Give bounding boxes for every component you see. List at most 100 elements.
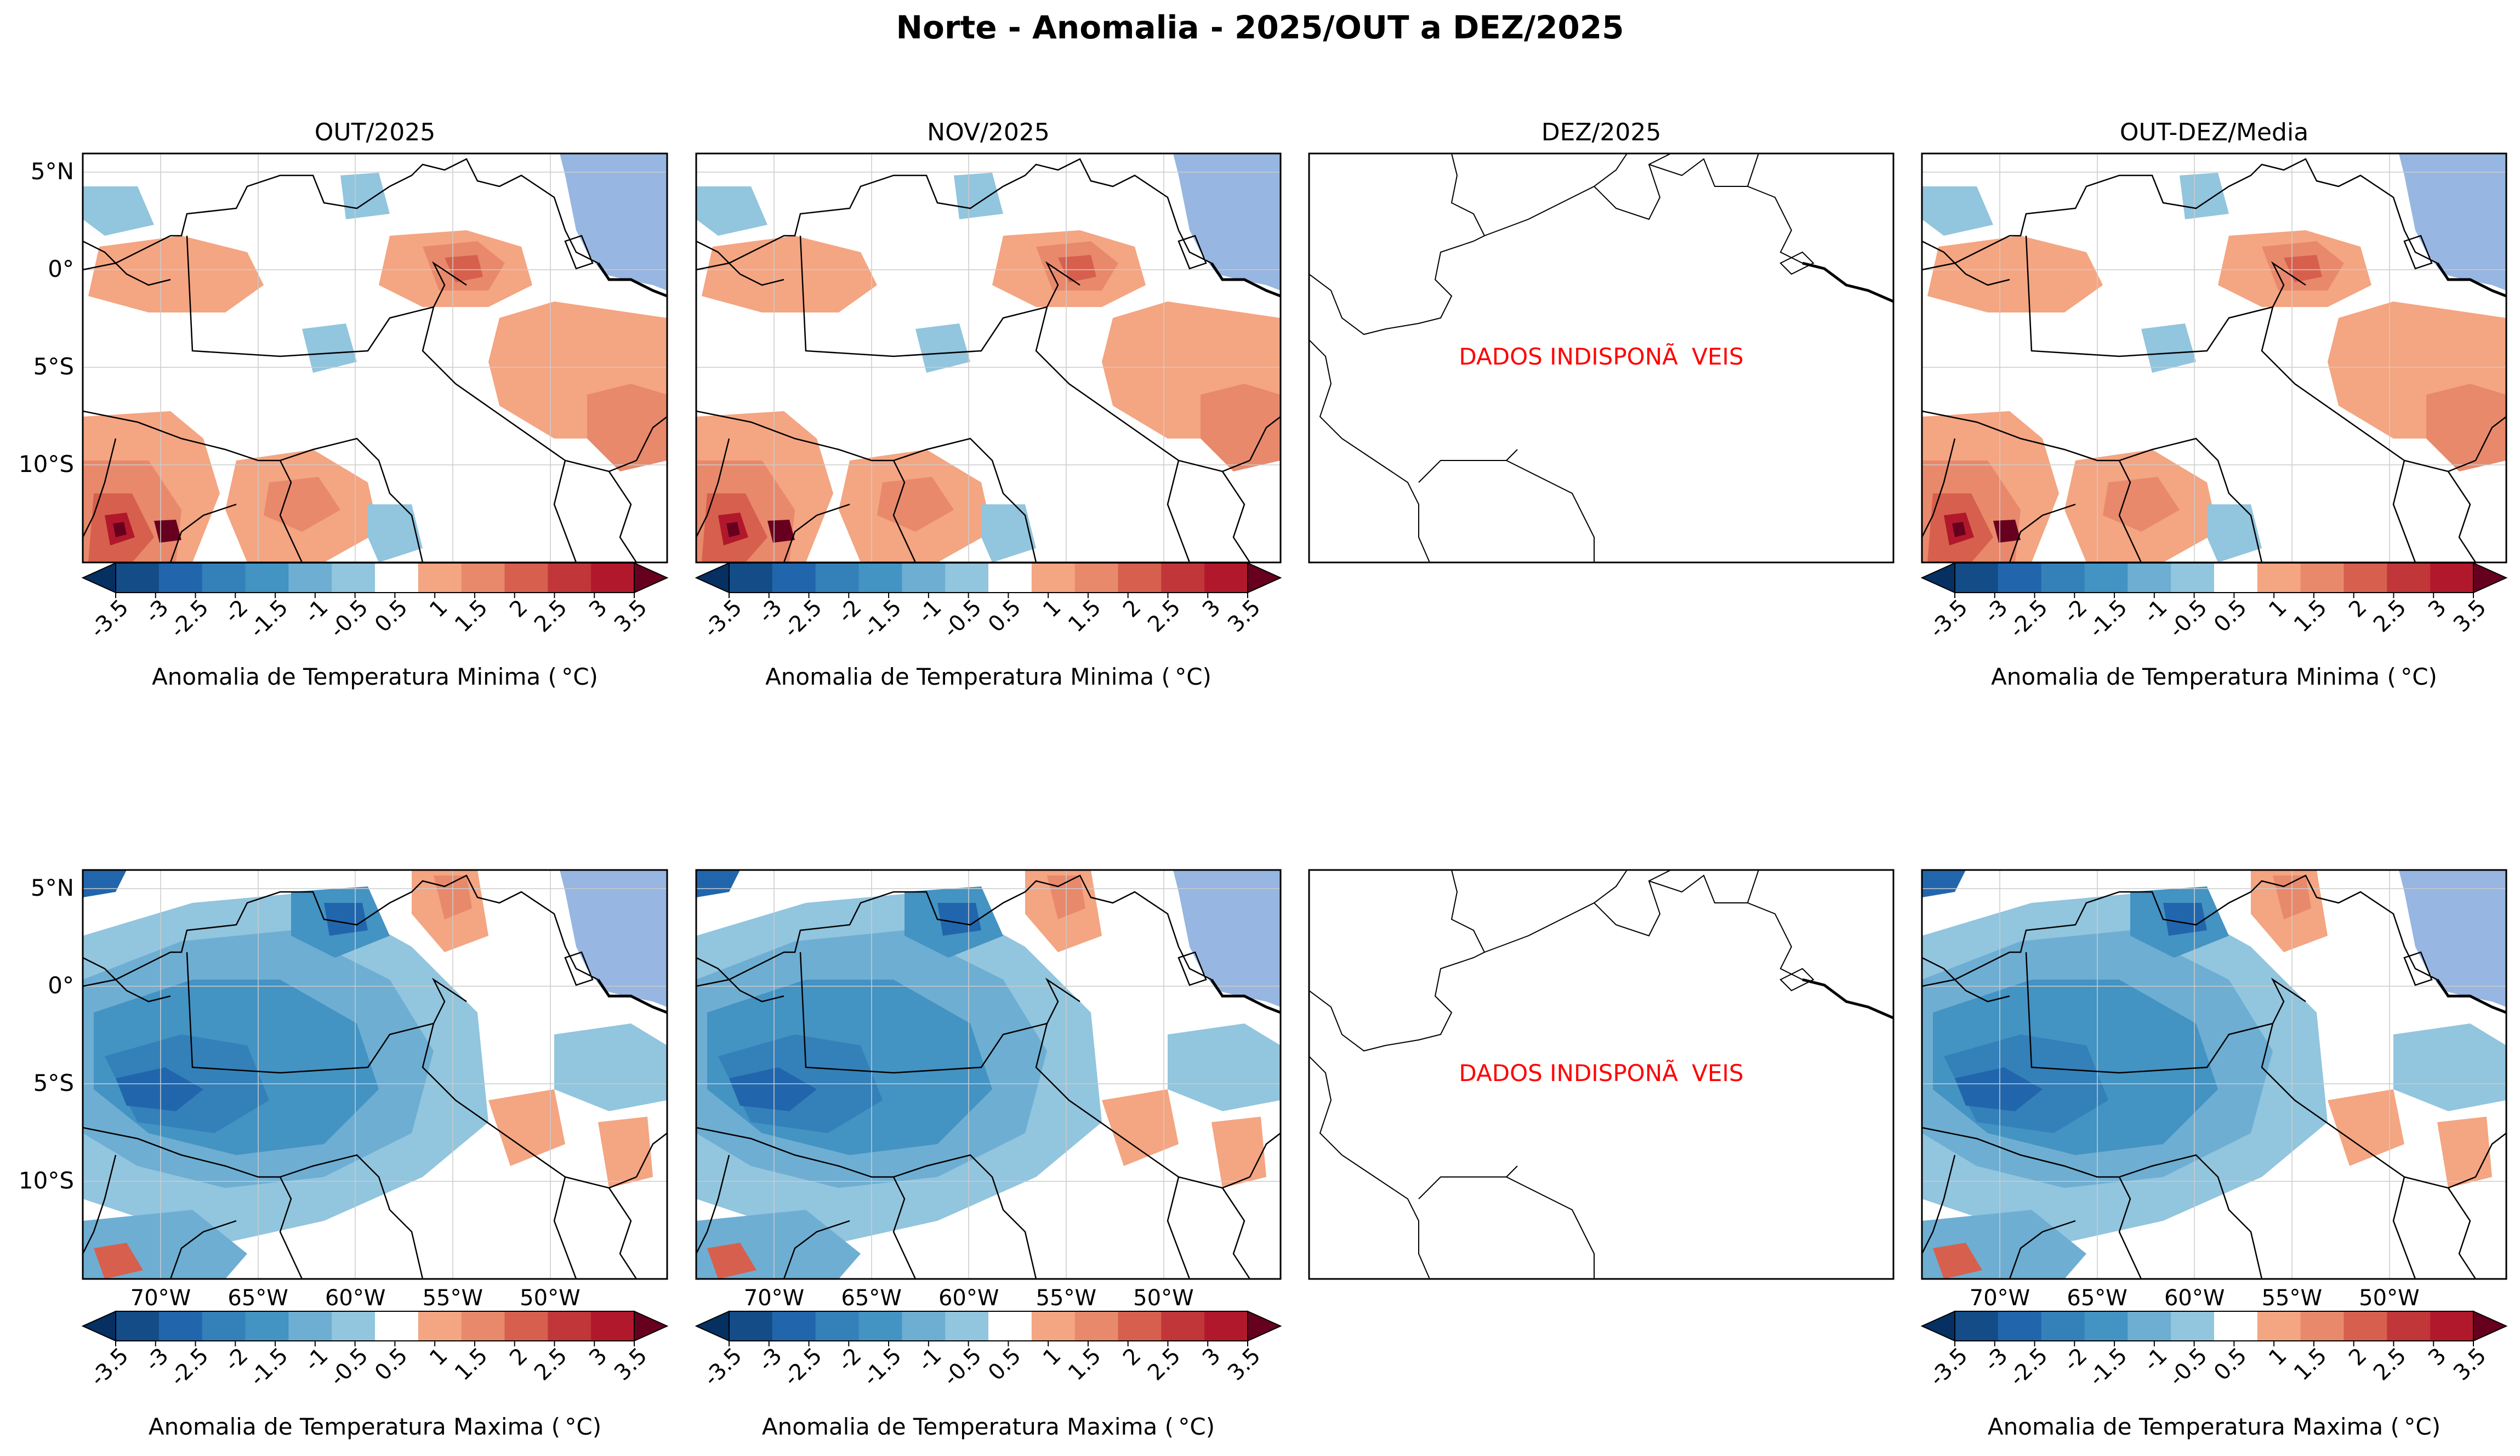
colorbar-segment xyxy=(116,563,160,593)
colorbar-segment xyxy=(332,563,376,593)
colorbars xyxy=(81,562,2508,1346)
colorbar-frame xyxy=(1954,562,2474,593)
colorbar-segment xyxy=(245,563,289,593)
colorbar-segment xyxy=(1118,563,1162,593)
colorbar-segment xyxy=(2084,563,2128,593)
colorbar-extend-low xyxy=(1920,562,1955,594)
lon-label: 55°W xyxy=(422,1286,483,1311)
colorbar-segment xyxy=(858,1311,902,1341)
colorbar-segment xyxy=(548,563,591,593)
colorbar-segment xyxy=(729,1311,773,1341)
colorbar-label-min: Anomalia de Temperatura Minima ( °C) xyxy=(1991,663,2437,690)
lon-label: 65°W xyxy=(841,1286,902,1311)
colorbar-frame xyxy=(115,1311,635,1341)
colorbar-segment xyxy=(158,1311,203,1341)
colorbar-segment xyxy=(2041,563,2085,593)
colorbar-segment xyxy=(1955,563,1999,593)
colorbar-segment xyxy=(288,1311,332,1341)
colorbar-segment xyxy=(332,1311,376,1341)
colorbar-frame xyxy=(115,562,635,593)
lon-label: 65°W xyxy=(227,1286,288,1311)
unavailable-notice: DADOS INDISPONÃVEIS xyxy=(1459,1060,1744,1087)
colorbar-segment xyxy=(2343,1311,2387,1341)
panel-title-nov: NOV/2025 xyxy=(927,118,1050,146)
panel-title-out: OUT/2025 xyxy=(314,118,436,146)
colorbar-extend-low xyxy=(695,562,730,594)
colorbar-label-min: Anomalia de Temperatura Minima ( °C) xyxy=(765,663,1211,690)
colorbar-segment xyxy=(202,1311,246,1341)
colorbar-segment xyxy=(2041,1311,2085,1341)
lon-label: 70°W xyxy=(743,1286,805,1311)
colorbar-segment xyxy=(2171,1311,2215,1341)
panel-title-dez: DEZ/2025 xyxy=(1541,118,1662,146)
colorbar-frame xyxy=(729,1311,1248,1341)
colorbar-segment xyxy=(945,563,989,593)
colorbar-segment xyxy=(1204,563,1248,593)
colorbar-segment xyxy=(2343,563,2387,593)
colorbar-segment xyxy=(461,1311,505,1341)
colorbar-label-max: Anomalia de Temperatura Maxima ( °C) xyxy=(148,1413,602,1440)
colorbar-segment xyxy=(729,563,773,593)
colorbar-segment xyxy=(988,563,1032,593)
map-panel-max-media xyxy=(1921,869,2507,1280)
lon-label: 60°W xyxy=(938,1286,999,1311)
lat-label-5s: 5°S xyxy=(33,1070,74,1096)
colorbar-segment xyxy=(1161,563,1205,593)
colorbar-segment xyxy=(504,563,548,593)
colorbar-extend-low xyxy=(695,1310,730,1342)
unavailable-notice: DADOS INDISPONÃVEIS xyxy=(1459,343,1744,370)
lon-label: 65°W xyxy=(2067,1286,2128,1311)
map-panel-min-media xyxy=(1921,152,2507,564)
lat-label-0: 0° xyxy=(48,255,74,282)
colorbar-label-min: Anomalia de Temperatura Minima ( °C) xyxy=(152,663,598,690)
colorbar-segment xyxy=(772,563,816,593)
colorbar-segment xyxy=(1031,1311,1076,1341)
map-panel-min-out xyxy=(82,152,668,564)
lon-label: 60°W xyxy=(325,1286,386,1311)
colorbar-segment xyxy=(245,1311,289,1341)
colorbar-segment xyxy=(815,1311,859,1341)
lon-label: 60°W xyxy=(2164,1286,2225,1311)
colorbar-segment xyxy=(945,1311,989,1341)
lon-label: 70°W xyxy=(1969,1286,2030,1311)
colorbar-segment xyxy=(2214,1311,2258,1341)
colorbar-segment xyxy=(1998,1311,2042,1341)
colorbar-segment xyxy=(418,1311,462,1341)
lon-label: 70°W xyxy=(130,1286,191,1311)
lat-label-5n: 5°N xyxy=(30,158,74,185)
colorbar-segment xyxy=(504,1311,548,1341)
colorbar-segment xyxy=(418,563,462,593)
lon-label: 55°W xyxy=(2261,1286,2323,1311)
colorbar-extend-high xyxy=(634,1310,669,1342)
colorbar-label-max: Anomalia de Temperatura Maxima ( °C) xyxy=(761,1413,1215,1440)
colorbar-segment xyxy=(158,563,203,593)
colorbar-segment xyxy=(1118,1311,1162,1341)
lon-label: 50°W xyxy=(1133,1286,1194,1311)
colorbar-segment xyxy=(2128,563,2171,593)
lat-label-0: 0° xyxy=(48,972,74,999)
colorbar-segment xyxy=(116,1311,160,1341)
colorbar-segment xyxy=(2430,1311,2474,1341)
colorbar-segment xyxy=(902,1311,946,1341)
lon-label: 55°W xyxy=(1036,1286,1097,1311)
colorbar-segment xyxy=(2387,1311,2431,1341)
colorbar-segment xyxy=(1074,1311,1118,1341)
colorbar-segment xyxy=(202,563,246,593)
colorbar-segment xyxy=(2430,563,2474,593)
colorbar-segment xyxy=(591,1311,635,1341)
lon-label: 50°W xyxy=(2359,1286,2420,1311)
colorbar-segment xyxy=(2084,1311,2128,1341)
map-panel-min-dez xyxy=(1308,152,1895,564)
colorbar-segment xyxy=(2257,1311,2301,1341)
lat-label-5n: 5°N xyxy=(30,874,74,901)
colorbar-frame xyxy=(1954,1311,2474,1341)
colorbar-segment xyxy=(988,1311,1032,1341)
lon-label: 50°W xyxy=(520,1286,581,1311)
colorbar-segment xyxy=(2128,1311,2171,1341)
colorbar-segment xyxy=(902,563,946,593)
colorbar-segment xyxy=(1031,563,1076,593)
colorbar-segment xyxy=(2171,563,2215,593)
colorbar-extend-low xyxy=(1920,1310,1955,1342)
colorbar-segment xyxy=(375,1311,419,1341)
colorbar-segment xyxy=(1955,1311,1999,1341)
